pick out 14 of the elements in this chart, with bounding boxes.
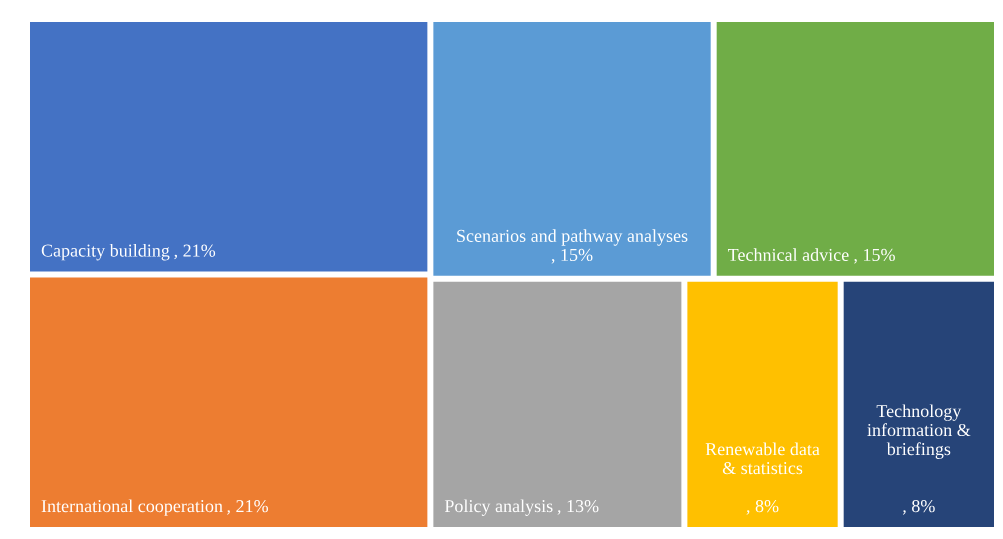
category-label: Capacity building [41,243,170,261]
category-label: Technical advice [728,248,849,262]
data-label: , 21% [227,499,269,515]
data-label: , 8% [746,499,779,515]
data-label: , 8% [902,499,935,515]
category-label: International cooperation [41,499,223,516]
category-label: Scenarios and pathway analyses [457,229,688,246]
data-label: , 13% [557,499,599,515]
category-label: Technology information & briefings [867,404,971,459]
data-label: , 21% [174,244,216,260]
category-label: Renewable data & statistics [705,442,820,475]
category-label: Policy analysis [444,499,553,516]
data-label: , 15% [854,248,895,264]
data-label: , 15% [551,248,593,264]
